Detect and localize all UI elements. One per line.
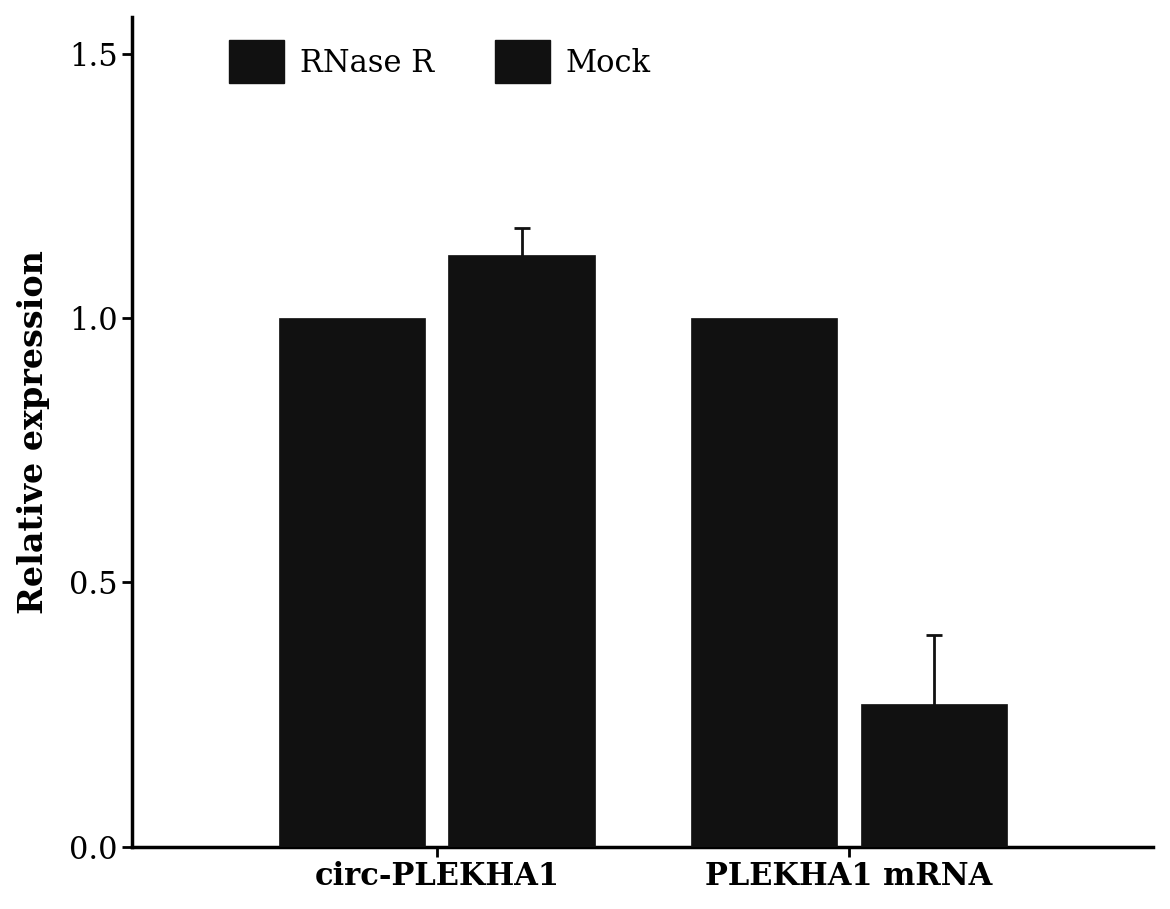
Bar	[278, 318, 425, 847]
Y-axis label: Relative expression: Relative expression	[16, 250, 49, 614]
Bar	[691, 318, 838, 847]
Bar	[861, 704, 1007, 847]
Bar	[448, 255, 594, 847]
Legend: RNase R, Mock: RNase R, Mock	[229, 40, 651, 84]
